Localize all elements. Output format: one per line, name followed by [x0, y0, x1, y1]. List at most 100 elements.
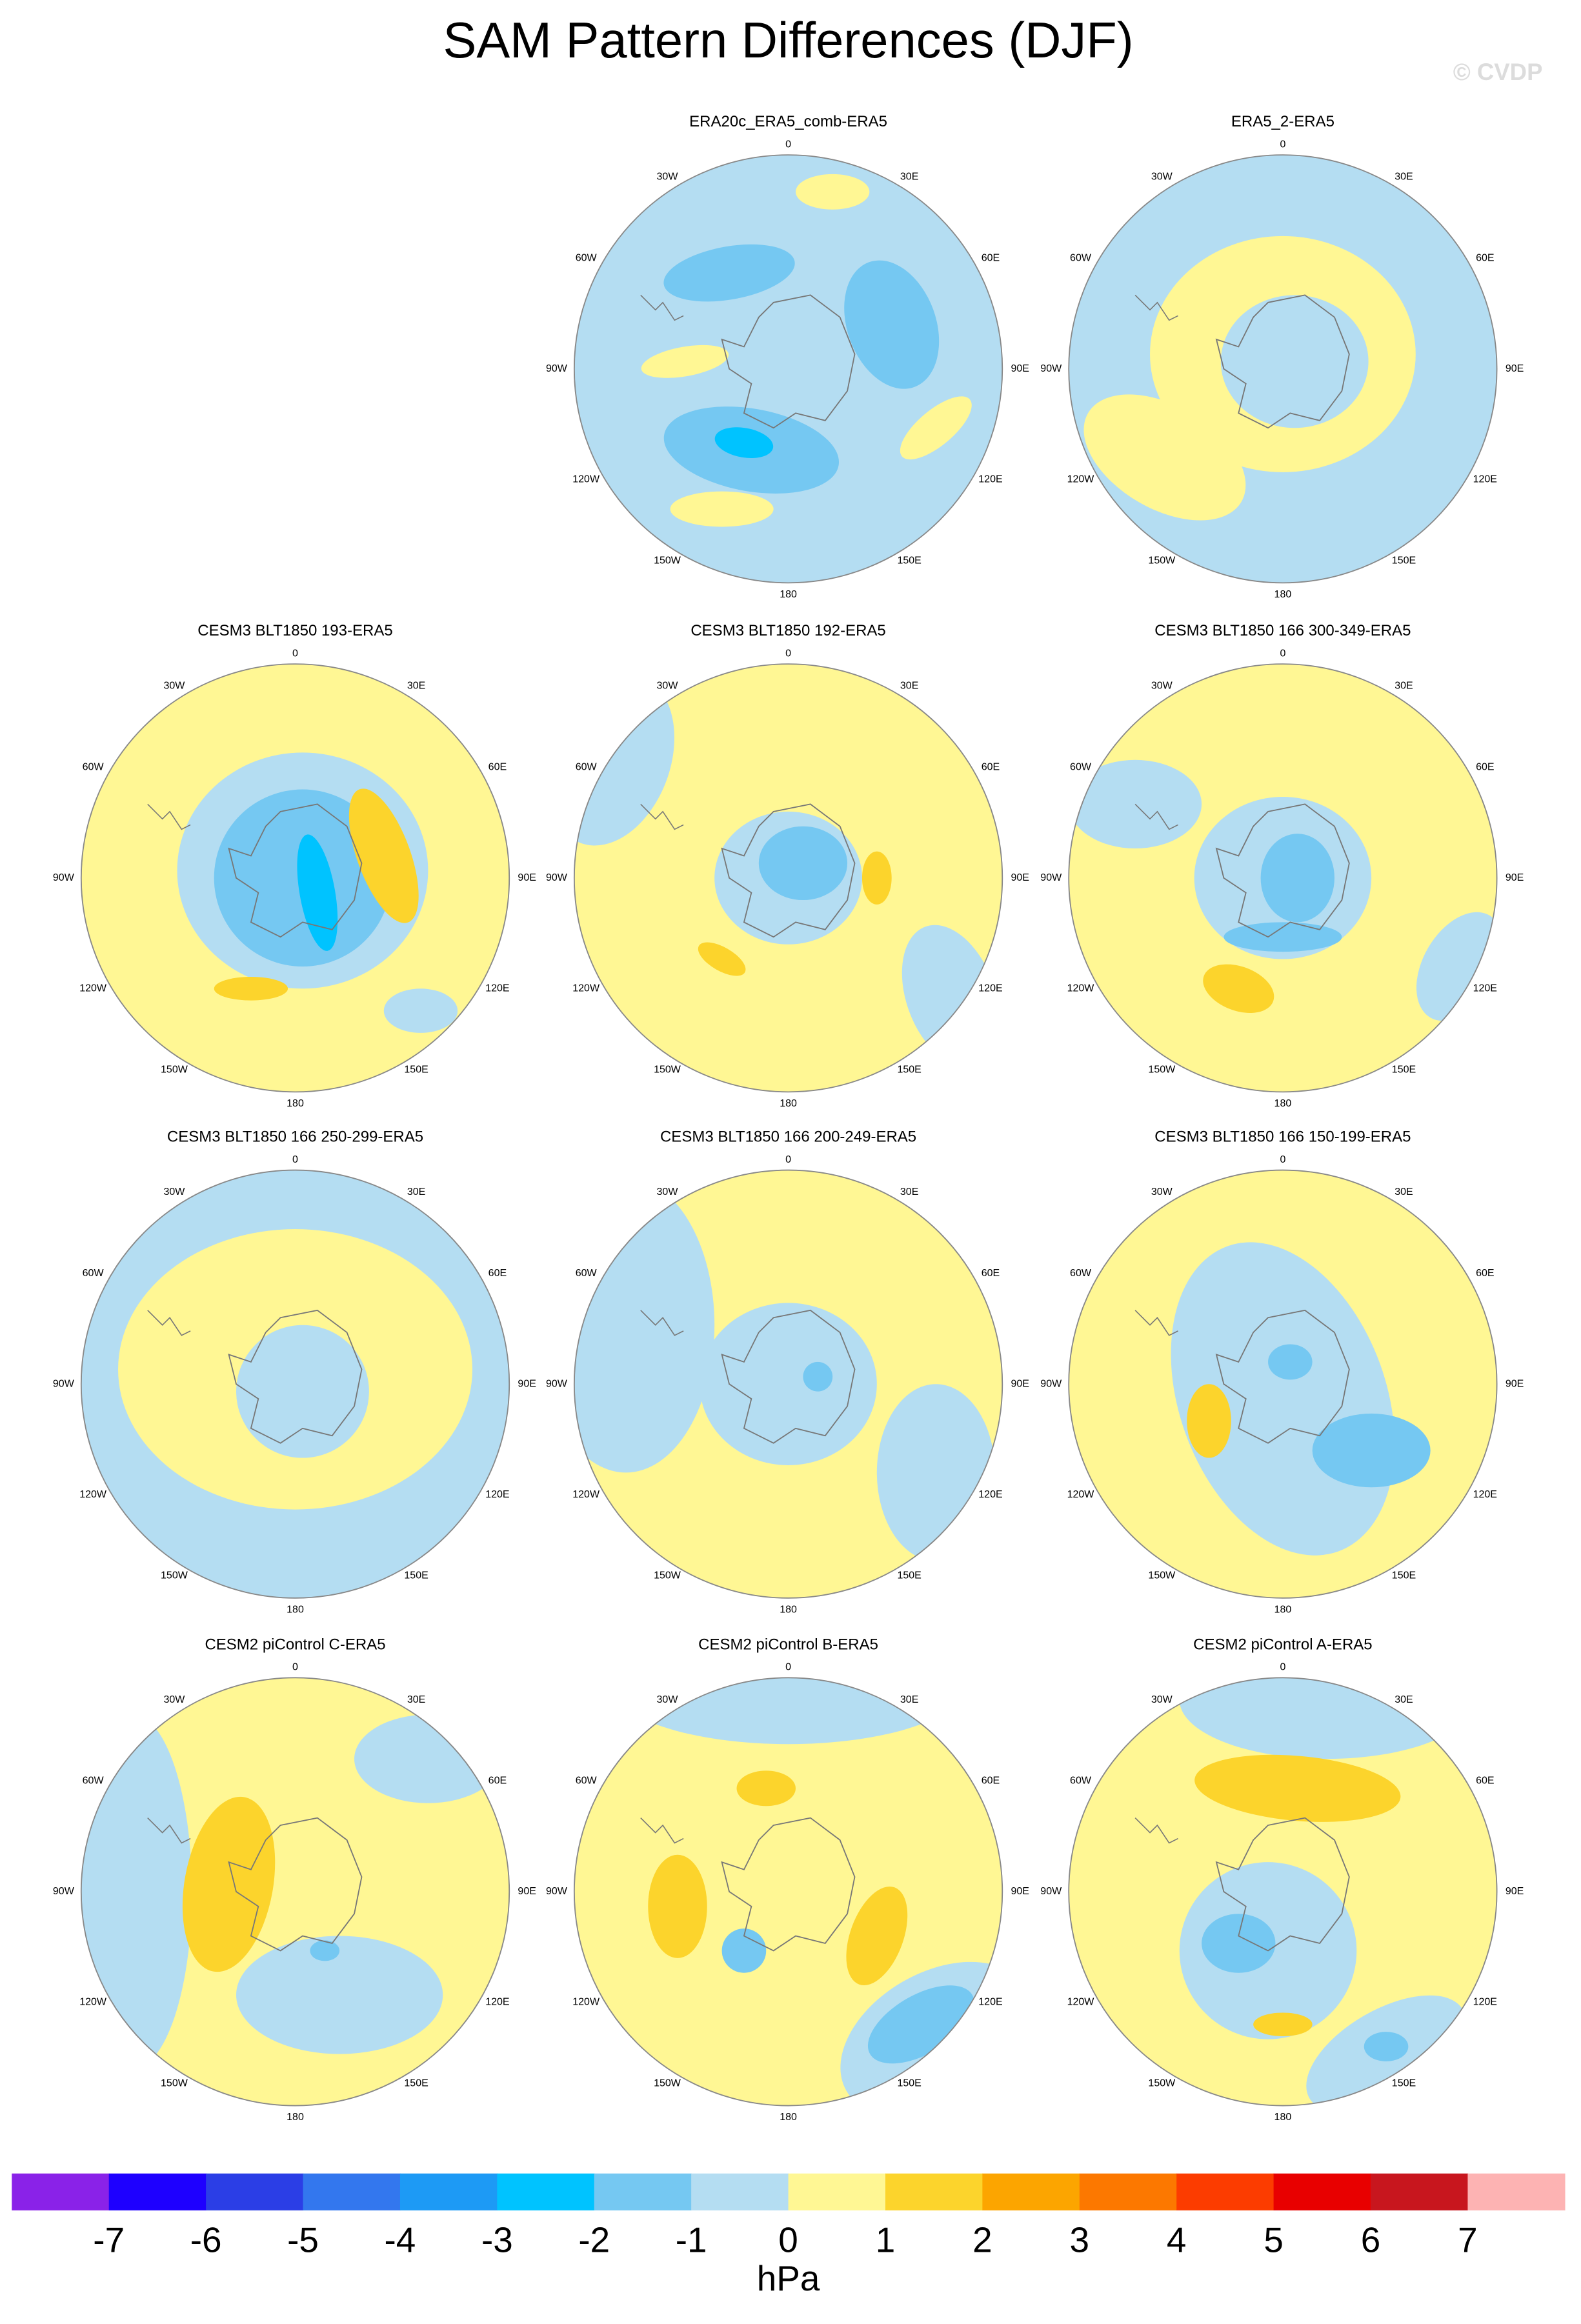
longitude-label: 120E [978, 983, 1002, 994]
longitude-label: 90W [546, 872, 568, 883]
longitude-label: 150W [161, 1570, 188, 1581]
panel-title: CESM2 piControl B-ERA5 [698, 1636, 878, 1653]
coastline [640, 1310, 684, 1336]
longitude-label: 150E [404, 2078, 428, 2089]
contour-region [900, 396, 972, 460]
field-background [574, 155, 1003, 583]
longitude-label: 150W [1148, 1064, 1176, 1075]
longitude-label: 150W [654, 1570, 681, 1581]
longitude-label: 120W [1067, 1489, 1095, 1500]
coastline [1215, 1309, 1350, 1444]
map-border [80, 663, 510, 1093]
longitude-label: 90E [518, 1378, 536, 1389]
longitude-label: 180 [1274, 1098, 1292, 1109]
contour-region [867, 1985, 974, 2064]
map-border [573, 1169, 1003, 1599]
colorbar-swatch [399, 2173, 498, 2210]
colorbar-tick-label: 1 [876, 2220, 896, 2260]
coastline [640, 294, 684, 321]
map-panel: CESM3 BLT1850 192-ERA5 0 30E 60E 90E 120E 150E… [546, 622, 1029, 1109]
coastline [228, 1309, 363, 1444]
map-panel: CESM3 BLT1850 193-ERA5 0 30E 60E 90E 120E 150E… [53, 622, 536, 1109]
contour-region [1194, 1754, 1401, 1822]
colorbar-tick-label: 7 [1458, 2220, 1478, 2260]
panel-title: ERA20c_ERA5_comb-ERA5 [689, 113, 887, 130]
map-field [1069, 155, 1497, 583]
contour-region [1203, 964, 1274, 1013]
longitude-label: 150E [897, 2078, 921, 2089]
longitude-label: 120W [79, 983, 107, 994]
longitude-label: 0 [785, 648, 791, 659]
map-field [574, 1170, 1003, 1598]
longitude-label: 120E [978, 1997, 1002, 2008]
longitude-label: 0 [292, 1154, 298, 1165]
longitude-label: 30E [900, 1694, 918, 1705]
map-field [81, 664, 510, 1092]
longitude-label: 120E [1473, 983, 1497, 994]
longitude-label: 120W [572, 983, 600, 994]
longitude-label: 0 [785, 139, 791, 150]
colorbar-swatch [1176, 2173, 1274, 2210]
longitude-label: 30W [1151, 681, 1173, 692]
longitude-label: 60W [83, 761, 105, 772]
colorbar-tick-label: 5 [1264, 2220, 1284, 2260]
coastline [1215, 1817, 1350, 1952]
watermark: © CVDP [1453, 59, 1543, 85]
longitude-label: 0 [1280, 648, 1285, 659]
longitude-label: 120W [79, 1489, 107, 1500]
contour-region [796, 174, 870, 210]
longitude-label: 90E [1505, 872, 1524, 883]
longitude-label: 60E [488, 1776, 507, 1787]
longitude-label: 30E [1395, 1694, 1413, 1705]
map-field [574, 155, 1003, 583]
colorbar-swatch [497, 2173, 595, 2210]
longitude-label: 90E [1011, 872, 1029, 883]
panel-title: CESM3 BLT1850 193-ERA5 [197, 622, 392, 639]
longitude-label: 150E [897, 1570, 921, 1581]
map-panel: CESM3 BLT1850 166 200-249-ERA5 0 30E 60E 90E… [546, 1128, 1029, 1616]
contour-region [348, 788, 419, 923]
longitude-label: 120E [978, 474, 1002, 485]
longitude-label: 0 [292, 1662, 298, 1673]
longitude-label: 30W [657, 681, 679, 692]
colorbar-swatch [1371, 2173, 1469, 2210]
colorbar-swatch [12, 2173, 110, 2210]
longitude-label: 60W [1070, 1776, 1092, 1787]
longitude-label: 150E [897, 1064, 921, 1075]
contour-region [1220, 295, 1369, 428]
longitude-label: 120E [1473, 474, 1497, 485]
longitude-label: 60E [488, 1268, 507, 1279]
coastline [640, 803, 684, 830]
map-panel: ERA5_2-ERA5 0 30E 60E 90E 120E 150E 180 150W 120W… [1040, 113, 1524, 600]
longitude-label: 30E [407, 1694, 425, 1705]
coastline [228, 803, 363, 938]
map-panel: CESM3 BLT1850 166 300-349-ERA5 0 30E 60E 90E… [1040, 622, 1524, 1109]
contour-region [1202, 1914, 1276, 1973]
longitude-label: 180 [780, 589, 797, 600]
longitude-label: 30E [900, 172, 918, 183]
colorbar-tick-label: -7 [93, 2220, 125, 2260]
longitude-label: 60E [982, 761, 1000, 772]
longitude-label: 0 [785, 1662, 791, 1673]
contour-region [698, 942, 746, 976]
colorbar-swatch [885, 2173, 983, 2210]
colorbar-tick-label: -1 [676, 2220, 707, 2260]
colorbar-swatch [1079, 2173, 1177, 2210]
map-panel: CESM3 BLT1850 166 250-299-ERA5 0 30E 60E 90E… [53, 1128, 536, 1616]
contour-region [310, 1940, 340, 1961]
colorbar-swatch [1273, 2173, 1371, 2210]
coastline [721, 1309, 856, 1444]
coastline [640, 1817, 684, 1844]
colorbar-swatch [108, 2173, 206, 2210]
longitude-label: 60E [1476, 252, 1494, 263]
longitude-label: 60E [1476, 761, 1494, 772]
colorbar-swatch [303, 2173, 401, 2210]
longitude-label: 120W [1067, 983, 1095, 994]
map-field [1069, 664, 1497, 1092]
longitude-label: 120W [1067, 474, 1095, 485]
map-field [574, 1678, 1003, 2106]
longitude-label: 60E [982, 1776, 1000, 1787]
map-border [573, 1677, 1003, 2107]
longitude-label: 90W [1040, 872, 1062, 883]
longitude-label: 60W [1070, 1268, 1092, 1279]
